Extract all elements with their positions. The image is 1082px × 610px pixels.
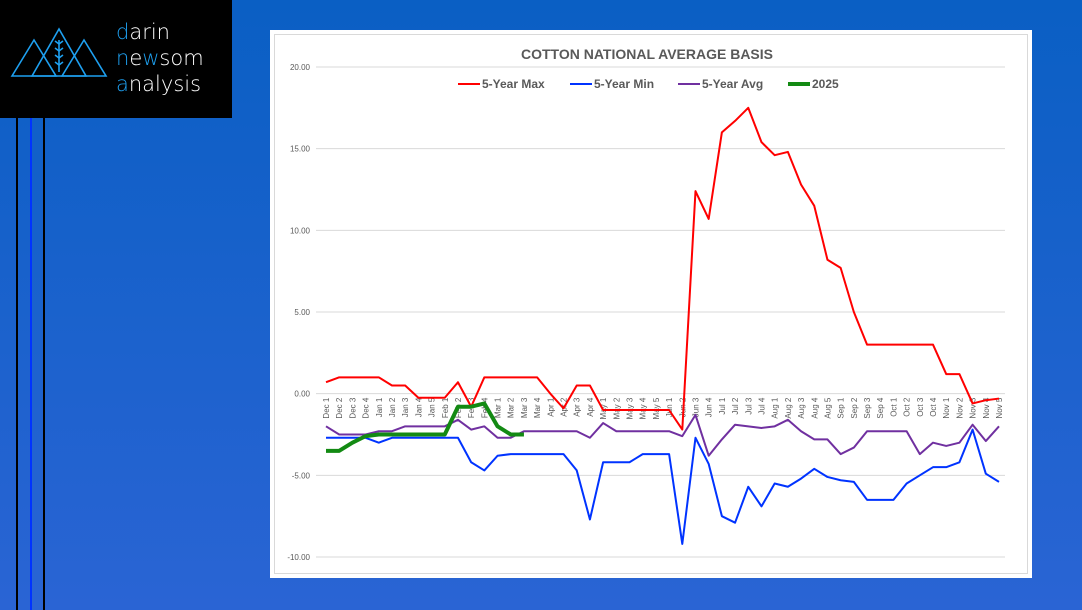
x-tick-label: Feb 1 <box>441 397 450 418</box>
x-tick-label: Mar 3 <box>520 397 529 418</box>
x-tick-label: Jan 2 <box>388 397 397 417</box>
x-tick-label: Jun 1 <box>665 397 674 417</box>
x-tick-label: May 4 <box>639 397 648 419</box>
x-tick-label: Apr 1 <box>546 397 555 417</box>
chart-title: COTTON NATIONAL AVERAGE BASIS <box>521 46 773 62</box>
y-tick-label: 15.00 <box>290 145 311 154</box>
x-tick-label: Oct 3 <box>916 397 925 417</box>
x-tick-label: May 5 <box>652 397 661 419</box>
x-tick-label: Oct 2 <box>903 397 912 417</box>
x-tick-label: May 3 <box>626 397 635 419</box>
decorative-line <box>16 118 18 610</box>
x-tick-label: Aug 3 <box>797 397 806 418</box>
x-tick-label: Aug 1 <box>771 397 780 418</box>
x-tick-label: Jan 4 <box>414 397 423 417</box>
x-tick-label: Aug 4 <box>810 397 819 418</box>
x-tick-label: Aug 2 <box>784 397 793 418</box>
chart-panel: COTTON NATIONAL AVERAGE BASIS -10.00 -5.0… <box>270 30 1032 578</box>
legend-label: 5-Year Avg <box>702 77 763 91</box>
mountains-wheat-icon <box>10 27 108 77</box>
x-tick-label: May 1 <box>599 397 608 419</box>
x-tick-label: Sep 4 <box>876 397 885 418</box>
x-tick-label: Jul 3 <box>744 397 753 414</box>
x-tick-label: Oct 1 <box>889 397 898 417</box>
series-line-2025 <box>326 401 524 453</box>
x-tick-label: Dec 3 <box>348 397 357 418</box>
x-tick-label: Apr 3 <box>573 397 582 417</box>
x-tick-label: Nov 1 <box>942 397 951 418</box>
x-tick-label: Nov 4 <box>982 397 991 418</box>
legend-label: 5-Year Max <box>482 77 545 91</box>
x-tick-label: Dec 2 <box>335 397 344 418</box>
x-tick-label: May 2 <box>612 397 621 419</box>
x-tick-label: Oct 4 <box>929 397 938 417</box>
decorative-line <box>43 118 45 610</box>
x-tick-label: Dec 4 <box>362 397 371 418</box>
x-tick-label: Jul 2 <box>731 397 740 414</box>
x-tick-label: Mar 2 <box>507 397 516 418</box>
x-tick-label: Mar 1 <box>494 397 503 418</box>
logo-wordmark: darin newsom analysis <box>116 20 204 96</box>
x-tick-label: Jan 3 <box>401 397 410 417</box>
x-tick-label: Dec 1 <box>322 397 331 418</box>
y-tick-label: -10.00 <box>287 553 310 562</box>
x-tick-label: Aug 5 <box>823 397 832 418</box>
x-tick-label: Nov 5 <box>995 397 1004 418</box>
legend-label: 5-Year Min <box>594 77 654 91</box>
x-tick-label: Jun 4 <box>705 397 714 417</box>
x-tick-label: Sep 3 <box>863 397 872 418</box>
x-tick-label: Jul 1 <box>718 397 727 414</box>
series-line-5-year-min <box>326 428 1000 545</box>
x-tick-label: Apr 4 <box>586 397 595 417</box>
x-tick-label: Jun 3 <box>691 397 700 417</box>
x-tick-label: Nov 2 <box>955 397 964 418</box>
x-tick-label: Jan 1 <box>375 397 384 417</box>
x-tick-label: Mar 4 <box>533 397 542 418</box>
y-tick-label: 10.00 <box>290 226 311 235</box>
x-tick-label: Jul 4 <box>757 397 766 414</box>
y-tick-label: 20.00 <box>290 63 311 72</box>
y-tick-label: 5.00 <box>294 308 310 317</box>
basis-chart: COTTON NATIONAL AVERAGE BASIS -10.00 -5.0… <box>287 46 1005 562</box>
y-tick-label: 0.00 <box>294 390 310 399</box>
x-tick-label: Jan 5 <box>428 397 437 417</box>
x-tick-label: Nov 3 <box>969 397 978 418</box>
series-line-5-year-max <box>325 106 1000 431</box>
y-tick-label: -5.00 <box>292 471 311 480</box>
x-tick-label: Sep 2 <box>850 397 859 418</box>
series-line-5-year-avg <box>325 413 1000 457</box>
legend-label: 2025 <box>812 77 839 91</box>
logo: darin newsom analysis <box>0 0 232 118</box>
x-tick-label: Sep 1 <box>837 397 846 418</box>
decorative-line <box>30 118 32 610</box>
